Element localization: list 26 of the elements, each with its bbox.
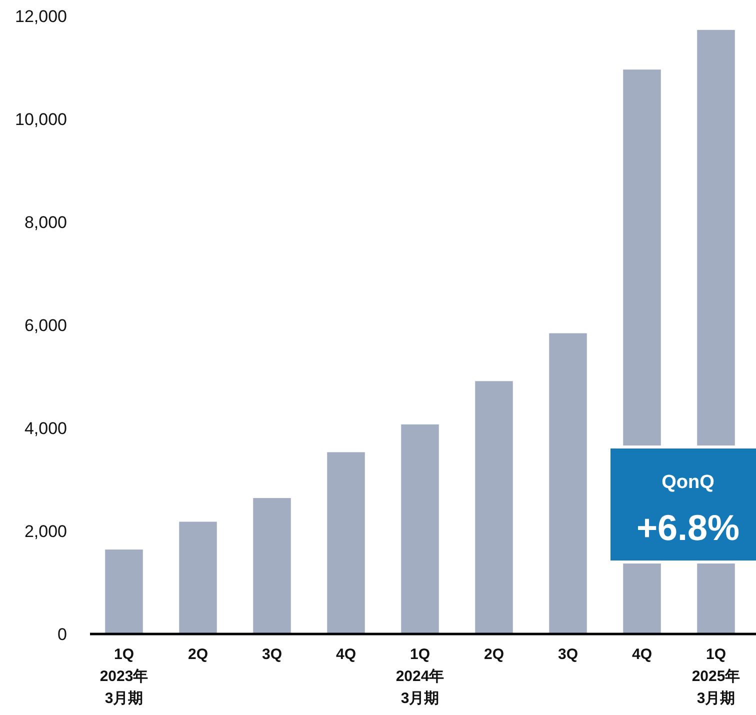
x-tick-label: 4Q (336, 646, 356, 663)
x-tick-label: 1Q 2023年 3月期 (100, 646, 148, 707)
x-tick-label: 3Q (262, 646, 282, 663)
annotation: +6.8% (636, 507, 740, 548)
y-tick-label: 0 (58, 625, 67, 644)
x-tick-label: 1Q 2024年 3月期 (396, 646, 444, 707)
y-tick-label: 2,000 (24, 522, 67, 541)
bar (327, 452, 365, 634)
y-tick-label: 4,000 (24, 419, 67, 438)
annotation: QonQ (662, 472, 714, 493)
bar (179, 522, 217, 634)
x-tick-label: 4Q (632, 646, 652, 663)
y-tick-label: 12,000 (15, 7, 67, 26)
y-tick-label: 6,000 (24, 316, 67, 335)
bar (105, 550, 143, 634)
x-tick-label: 2Q (188, 646, 208, 663)
bar (475, 381, 513, 634)
y-tick-label: 8,000 (24, 213, 67, 232)
bar (549, 333, 587, 634)
bar (253, 498, 291, 634)
x-tick-label: 2Q (484, 646, 504, 663)
x-tick-label: 3Q (558, 646, 578, 663)
annotation-box: QonQ +6.8% (608, 446, 756, 564)
y-tick-label: 10,000 (15, 110, 67, 129)
bar (401, 424, 439, 634)
x-tick-label: 1Q 2025年 3月期 (692, 646, 740, 707)
